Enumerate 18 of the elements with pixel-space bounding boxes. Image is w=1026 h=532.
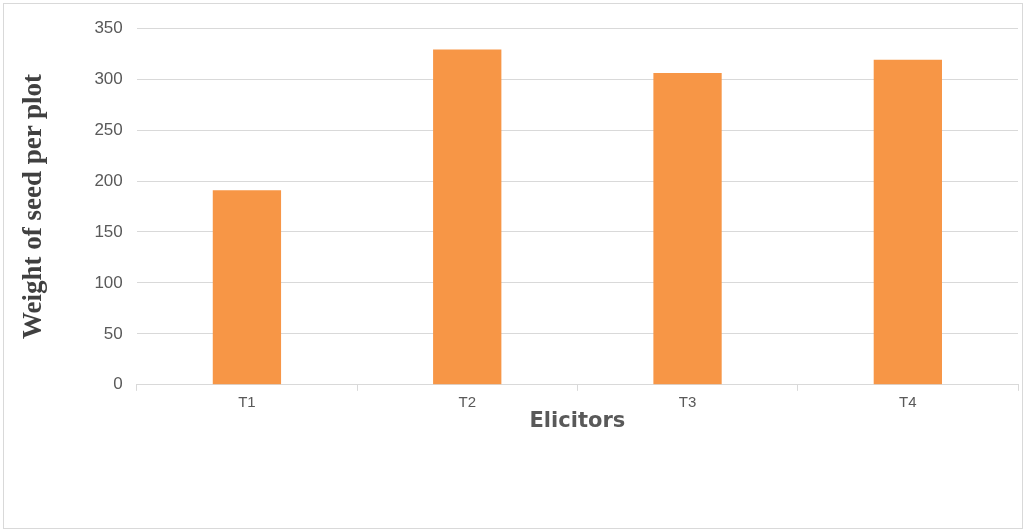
- y-axis-title: Weight of seed per plot: [17, 74, 48, 339]
- y-tick-label: 100: [94, 272, 123, 292]
- y-tick-label: 300: [94, 68, 123, 88]
- x-tick-label: T4: [899, 392, 917, 410]
- bar: [433, 49, 502, 385]
- bar: [653, 73, 722, 385]
- y-tick-label: 350: [94, 17, 123, 37]
- bar: [212, 190, 282, 385]
- y-tick-label: 200: [94, 170, 123, 190]
- x-tick-label: T2: [458, 392, 476, 410]
- bar: [873, 59, 942, 385]
- y-tick-label: 150: [94, 221, 123, 241]
- y-tick-label: 250: [94, 119, 123, 139]
- x-tick-label: T1: [238, 392, 256, 410]
- y-tick-label: 0: [113, 374, 123, 394]
- x-axis-title: Elicitors: [529, 407, 626, 432]
- y-tick-label: 50: [103, 323, 123, 343]
- x-tick-label: T3: [678, 392, 697, 410]
